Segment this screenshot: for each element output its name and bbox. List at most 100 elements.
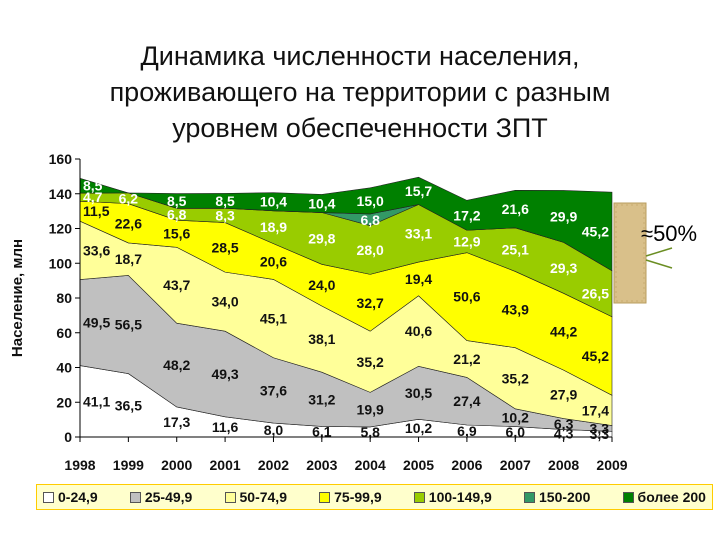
data-label: 29,8 <box>308 230 335 246</box>
data-labels: 41,1 36,5 17,3 11,6 8,0 6,1 5,8 10,2 6,9 6,0 4,3 3,… <box>83 178 609 442</box>
legend-item: 50-74,9 <box>224 489 287 505</box>
data-label: 56,5 <box>115 316 142 332</box>
x-tick-label: 2005 <box>403 457 434 473</box>
legend-label: 75-99,9 <box>334 489 382 505</box>
data-label: 6,8 <box>360 212 380 228</box>
data-label: 31,2 <box>308 391 335 407</box>
title-line-2: проживающего на территории с разным <box>109 77 611 107</box>
data-label: 33,1 <box>405 225 432 241</box>
data-label: 29,3 <box>550 260 577 276</box>
data-label: 28,0 <box>357 242 384 258</box>
data-label: 19,9 <box>357 402 384 418</box>
legend-swatch <box>224 491 236 503</box>
legend-item: 75-99,9 <box>319 489 382 505</box>
data-label: 6,2 <box>119 190 139 206</box>
data-label: 35,2 <box>357 354 384 370</box>
y-tick-label: 120 <box>49 221 73 237</box>
legend-label: 25-49,9 <box>144 489 193 505</box>
data-label: 8,0 <box>264 422 284 438</box>
data-label: 12,9 <box>453 233 480 249</box>
legend-item: 100-149,9 <box>413 489 492 505</box>
data-label: 36,5 <box>115 397 142 413</box>
data-label: 15,6 <box>163 226 190 242</box>
legend-swatch <box>129 491 141 503</box>
legend-swatch <box>413 491 425 503</box>
legend-item: 150-200 <box>524 489 590 505</box>
data-label: 38,1 <box>308 331 335 347</box>
data-label: 3,3 <box>590 426 610 442</box>
y-tick-label: 100 <box>49 255 73 271</box>
data-label: 45,2 <box>582 348 609 364</box>
y-tick-label: 60 <box>56 325 72 341</box>
data-label: 10,4 <box>260 194 287 210</box>
x-tick-label: 1998 <box>64 457 95 473</box>
data-label: 25,1 <box>502 242 529 258</box>
x-tick-label: 2006 <box>451 457 482 473</box>
data-label: 49,5 <box>83 315 110 331</box>
x-tick-label: 2008 <box>548 457 579 473</box>
data-label: 35,2 <box>502 370 529 386</box>
axes: 0 20 40 60 80 100 120 140 160 1998 1999 2000 2001 200… <box>49 151 628 473</box>
data-label: 17,4 <box>582 402 609 418</box>
legend-swatch <box>622 491 634 503</box>
data-label: 21,6 <box>502 201 529 217</box>
legend-label: 50-74,9 <box>239 489 287 505</box>
hay-bale-image <box>613 202 673 304</box>
y-tick-label: 0 <box>64 429 72 445</box>
data-label: 20,6 <box>260 254 287 270</box>
data-label: 21,2 <box>453 351 480 367</box>
data-label: 15,0 <box>357 193 384 209</box>
data-label: 34,0 <box>211 294 238 310</box>
data-label: 37,6 <box>260 382 287 398</box>
title-line-1: Динамика численности населения, <box>140 41 580 71</box>
data-label: 50,6 <box>453 289 480 305</box>
data-label: 8,5 <box>83 178 103 194</box>
data-label: 6,0 <box>506 424 526 440</box>
legend-label: 0-24,9 <box>58 489 98 505</box>
legend-item: 0-24,9 <box>43 489 98 505</box>
data-label: 18,9 <box>260 219 287 235</box>
legend-item: 25-49,9 <box>129 489 193 505</box>
x-tick-label: 1999 <box>113 457 144 473</box>
data-label: 22,6 <box>115 215 142 231</box>
y-tick-label: 160 <box>49 151 73 167</box>
y-tick-label: 20 <box>56 394 72 410</box>
data-label: 18,7 <box>115 251 142 267</box>
area-series-6 <box>79 176 613 272</box>
data-label: 8,5 <box>215 193 235 209</box>
data-label: 17,2 <box>453 207 480 223</box>
data-label: 6,8 <box>167 206 187 222</box>
data-label: 10,4 <box>308 195 335 211</box>
data-label: 32,7 <box>357 295 384 311</box>
x-tick-label: 2009 <box>596 457 627 473</box>
data-label: 30,5 <box>405 385 432 401</box>
data-label: 8,5 <box>167 193 187 209</box>
legend-label: 100-149,9 <box>428 489 492 505</box>
data-label: 6,1 <box>312 424 332 440</box>
data-label: 41,1 <box>83 393 110 409</box>
title-line-3: уровнем обеспеченности ЗПТ <box>172 113 548 143</box>
data-label: 19,4 <box>405 271 432 287</box>
y-tick-label: 80 <box>56 290 72 306</box>
data-label: 44,2 <box>550 324 577 340</box>
x-tick-label: 2004 <box>355 457 386 473</box>
legend-swatch <box>524 491 535 503</box>
data-label: 10,2 <box>502 410 529 426</box>
data-label: 6,3 <box>554 416 574 432</box>
data-label: 11,5 <box>83 203 110 219</box>
data-label: 11,6 <box>212 419 239 435</box>
data-label: 49,3 <box>211 366 238 382</box>
data-label: 33,6 <box>83 242 110 258</box>
legend-label: более 200 <box>637 489 706 505</box>
data-label: 45,2 <box>582 223 609 239</box>
data-label: 28,5 <box>211 239 238 255</box>
data-label: 27,9 <box>550 386 577 402</box>
legend: 0-24,9 25-49,9 50-74,9 75-99,9 100-149,9 150-… <box>36 484 713 510</box>
x-tick-label: 2000 <box>161 457 192 473</box>
data-label: 15,7 <box>405 183 432 199</box>
data-label: 40,6 <box>405 323 432 339</box>
data-label: 17,3 <box>163 414 190 430</box>
data-label: 29,9 <box>550 208 577 224</box>
legend-item: более 200 <box>622 489 706 505</box>
